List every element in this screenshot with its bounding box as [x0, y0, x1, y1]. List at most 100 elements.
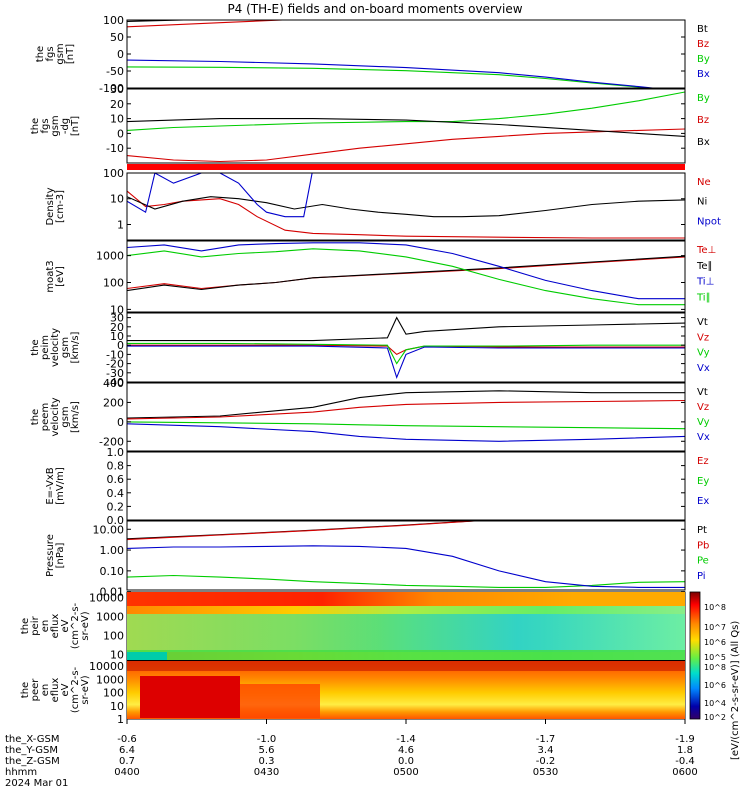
legend-entry-ez: Ez	[697, 456, 709, 467]
y-tick-label: 1.0	[107, 446, 125, 459]
y-tick-label: -20	[106, 358, 124, 371]
panel-frame	[126, 520, 686, 591]
y-axis-label: [nPa]	[55, 542, 66, 568]
colorbar: 10^8 10^7 10^6 10^5 10^8 10^6 10^4 10^2 …	[689, 591, 741, 760]
y-axis-label: velocity	[50, 397, 61, 436]
y-axis-label: (cm^2-s-	[70, 666, 81, 713]
panel-fgs_gsm: 100 50 0 -50 -100 the fgs gsm [nT] Bt Bz By Bx	[35, 14, 710, 95]
x-tick-label: 0600	[672, 767, 697, 778]
x-tick-label: 1.8	[677, 745, 693, 756]
y-axis-label: eV	[60, 683, 71, 696]
series-line-ne	[127, 190, 685, 239]
y-axis-label: Density	[45, 187, 56, 225]
x-tick-label: 0.7	[119, 756, 135, 767]
series-line-vz	[127, 399, 685, 420]
x-row-label: the_X-GSM	[5, 734, 59, 745]
y-tick-label: 0	[117, 339, 124, 352]
legend-entry-bz: Bz	[697, 115, 709, 126]
y-tick-label: 0.6	[107, 473, 125, 486]
legend-entry-vt: Vt	[697, 317, 708, 328]
colorbar-tick: 10^7	[704, 623, 726, 632]
x-tick-label: -0.2	[536, 756, 556, 767]
x-tick-label: 0500	[393, 767, 418, 778]
x-tick-label: 3.4	[538, 745, 554, 756]
y-axis-label: gsm	[60, 406, 71, 427]
y-tick-label: -50	[106, 65, 124, 78]
y-tick-label: 1000	[96, 611, 124, 624]
y-tick-label: 0.8	[107, 460, 125, 473]
panel-frame	[126, 382, 686, 452]
y-tick-label: 0	[117, 416, 124, 429]
y-tick-label: 10	[110, 193, 124, 206]
legend-entry-te⊥: Te⊥	[696, 245, 716, 256]
legend-entry-te∥: Te∥	[696, 261, 713, 272]
x-tick-label: -1.7	[536, 734, 556, 745]
y-axis-label: -dg	[60, 118, 71, 134]
y-axis-label: peer	[30, 678, 41, 702]
y-tick-label: 30	[110, 83, 124, 96]
x-axis-block: -0.6 -1.0 -1.4 -1.7 -1.9 6.4 5.6 4.6 3.4 1.8 0.7 0.…	[5, 719, 698, 789]
legend-entry-ne: Ne	[697, 177, 711, 188]
y-tick-label: 10	[110, 113, 124, 126]
series-line-by	[127, 91, 685, 131]
x-tick-label: 5.6	[259, 745, 275, 756]
y-tick-label: 100	[103, 167, 124, 180]
panel-frame	[126, 240, 686, 313]
series-line-vx	[127, 345, 685, 380]
x-tick-label: -0.6	[117, 734, 137, 745]
x-tick-label: 0.0	[398, 756, 414, 767]
y-tick-label: 20	[110, 98, 124, 111]
y-tick-label: 1	[117, 713, 124, 726]
x-tick-label: 6.4	[119, 745, 135, 756]
legend-entry-vy: Vy	[697, 348, 710, 359]
x-row-label: the_Y-GSM	[5, 745, 58, 756]
y-axis-label: en	[40, 620, 51, 633]
y-tick-label: 100	[103, 629, 124, 642]
y-tick-label: -30	[106, 367, 124, 380]
y-tick-label: 30	[110, 312, 124, 325]
x-row-label: 2024 Mar 01	[5, 778, 68, 789]
y-axis-label: the	[35, 46, 46, 62]
x-tick-label: -1.0	[257, 734, 277, 745]
y-tick-label: 1.00	[100, 544, 125, 557]
y-tick-label: -10	[106, 348, 124, 361]
series-line-vx	[127, 423, 685, 442]
y-axis-label: Pressure	[45, 534, 56, 577]
legend-entry-ti∥: Ti∥	[696, 292, 711, 303]
y-axis-label: fgs	[45, 46, 56, 61]
series-line-bx	[127, 118, 685, 137]
colorbar-tick: 10^5	[704, 653, 726, 662]
x-tick-label: -1.4	[396, 734, 416, 745]
legend-entry-ti⊥: Ti⊥	[696, 277, 714, 288]
series-line-ni	[127, 196, 685, 218]
y-axis-label: [km/s]	[70, 401, 81, 433]
y-tick-label: 0.10	[100, 565, 125, 578]
electron-spectrogram-image	[127, 661, 685, 719]
series-line-te∥	[127, 255, 685, 292]
colorbar-tick: 10^8	[704, 663, 726, 672]
y-tick-label: 1000	[96, 250, 124, 263]
x-row-label: hhmm	[5, 767, 37, 778]
series-line-bx	[127, 59, 658, 88]
panel-frame	[126, 172, 686, 241]
y-tick-label: 0.01	[100, 586, 125, 599]
y-axis-label: sr-eV)	[80, 611, 91, 640]
series-line-bz	[127, 20, 294, 28]
x-tick-label: 0400	[114, 767, 139, 778]
colorbar-tick: 10^6	[704, 681, 726, 690]
legend-entry-pb: Pb	[697, 540, 709, 551]
y-axis-label: moat3	[45, 260, 56, 292]
y-tick-label: -200	[99, 435, 124, 448]
legend-entry-vx: Vx	[697, 432, 710, 443]
legend-entry-vt: Vt	[697, 387, 708, 398]
panel-density: 100 10 1 Density [cm-3] Ne Ni Npot	[45, 167, 721, 241]
legend-entry-bt: Bt	[697, 24, 708, 35]
y-axis-label: the	[20, 682, 31, 698]
y-tick-label: -100	[99, 82, 124, 95]
panel-moat3: 1000 100 10 moat3 [eV] Te⊥ Te∥ Ti⊥ Ti∥	[45, 240, 716, 316]
panel-pressure: 10.00 1.00 0.10 0.01 Pressure [nPa] Pt Pb Pe Pi	[45, 520, 709, 599]
y-axis-label: [nT]	[70, 116, 81, 136]
series-line-pi	[127, 545, 685, 588]
